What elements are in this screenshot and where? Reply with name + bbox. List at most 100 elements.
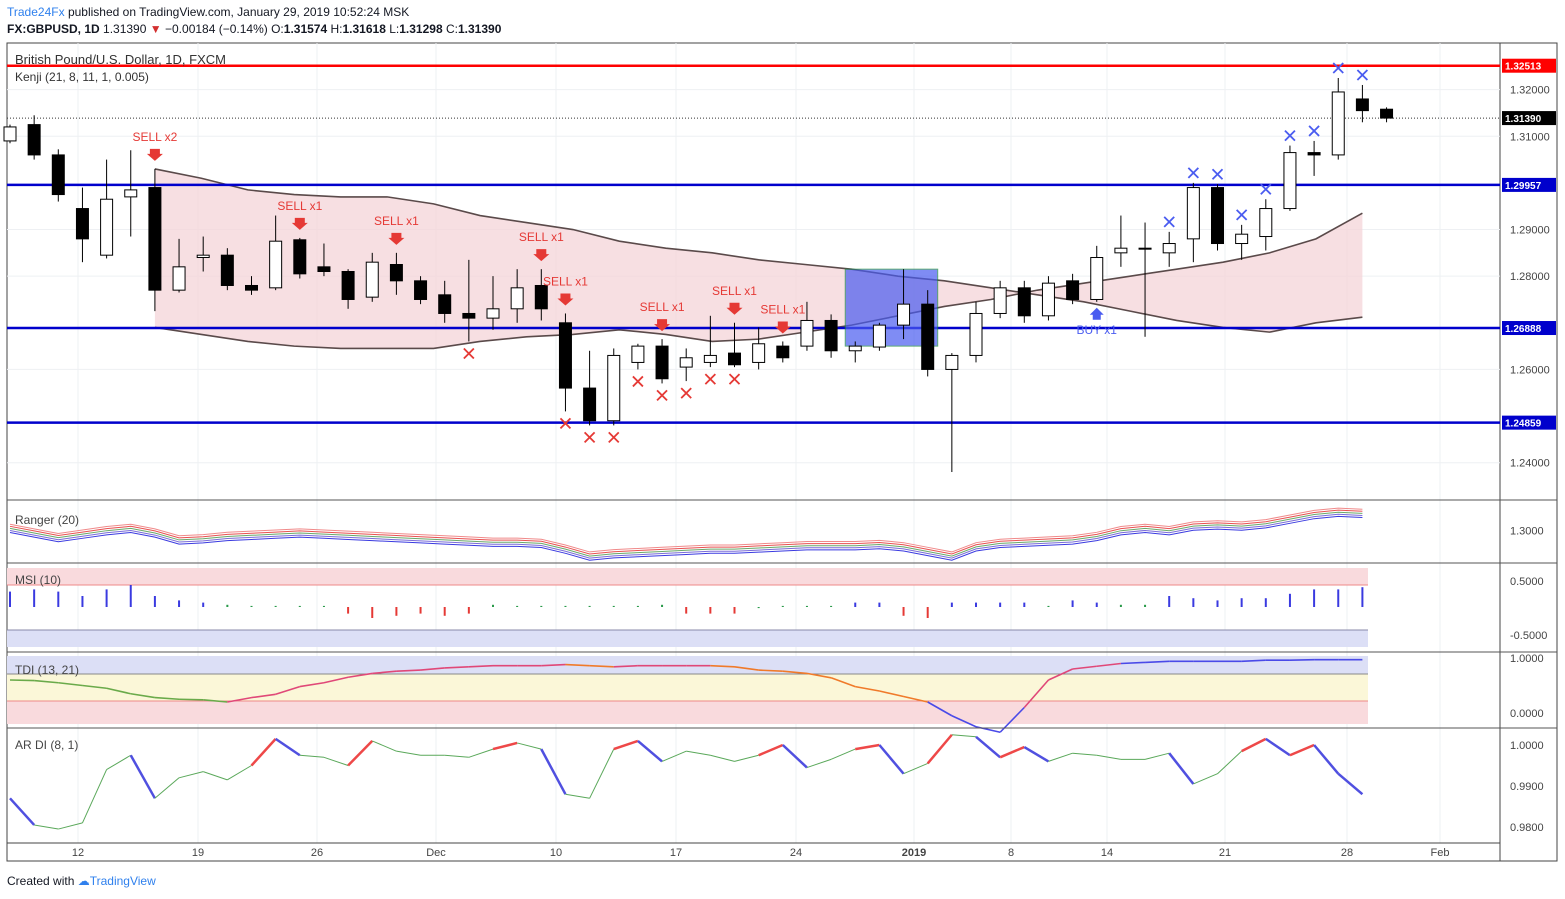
x-marker-stroke (1308, 125, 1320, 137)
ardi-line-segment (1313, 744, 1340, 775)
tdi-line-segment (879, 690, 904, 698)
candle-body (945, 354, 959, 370)
kenji-legend: Kenji (21, 8, 11, 1, 0.005) (15, 70, 149, 84)
close-label: C: (445, 22, 458, 36)
ardi-line-segment (34, 824, 59, 830)
sell-arrow-icon (533, 249, 550, 262)
x-marker-stroke (1284, 129, 1296, 142)
ardi-line-segment (58, 822, 83, 830)
tradingview-link[interactable]: TradingView (89, 874, 156, 888)
tdi-line-segment (130, 692, 156, 699)
candle-body (921, 303, 935, 370)
ardi-line-segment (517, 742, 542, 750)
candle-body (51, 154, 65, 196)
msi-lower-zone (7, 630, 1368, 647)
chart-frame (6, 42, 1558, 862)
ardi-line-segment (1144, 752, 1170, 760)
tdi-tick-label: 0.0000 (1510, 708, 1544, 720)
candle-body (1138, 247, 1152, 250)
sell-arrow-icon (726, 302, 743, 315)
last-price-tag (1502, 111, 1556, 126)
ardi-line-segment (589, 748, 615, 799)
publisher-name[interactable]: Trade24Fx (7, 5, 65, 19)
candle-body (245, 284, 258, 291)
tdi-line-segment (1120, 661, 1146, 665)
x-marker (463, 347, 475, 360)
tdi-line-segment (710, 664, 735, 668)
ardi-line-segment (1048, 752, 1073, 762)
ardi-line-segment (999, 745, 1025, 759)
ardi-line-segment (9, 797, 36, 826)
level-label: 1.24859 (1505, 419, 1542, 430)
ardi-line-segment (1096, 754, 1121, 760)
ardi-line-segment (878, 744, 905, 775)
candle-body (124, 189, 138, 198)
ardi-line-segment (540, 748, 567, 795)
ardi-line-segment (347, 740, 374, 767)
tdi-line-segment (565, 663, 590, 667)
x-marker-stroke (1260, 183, 1272, 195)
last-price: 1.31390 (103, 22, 147, 36)
tdi-line-segment (903, 695, 928, 703)
ardi-tick-label: 1.0000 (1510, 740, 1544, 752)
tdi-line-segment (758, 669, 783, 672)
tdi-line-segment (203, 699, 228, 703)
candle-body (1114, 247, 1128, 254)
sell-signal-label: SELL x1 (277, 199, 322, 213)
x-marker-stroke (632, 375, 644, 388)
candle-body (317, 266, 331, 272)
candle-body (1211, 187, 1224, 245)
tdi-tick-label: 1.0000 (1510, 653, 1544, 665)
x-marker (1163, 216, 1175, 228)
sell-arrow-icon (388, 232, 405, 245)
tdi-line-segment (1289, 658, 1315, 661)
sell-signal-label: SELL x1 (519, 230, 564, 244)
y-tick-label: 1.31000 (1510, 131, 1550, 143)
ardi-line-segment (565, 793, 590, 799)
ardi-line-segment (975, 735, 1001, 759)
candle-body (341, 271, 355, 300)
x-tick-label: 28 (1341, 847, 1353, 859)
ardi-line-segment (758, 743, 784, 757)
sell-arrow-icon (774, 321, 791, 334)
msi-upper-zone (7, 568, 1368, 585)
candle-body (486, 308, 500, 319)
candle-body (993, 287, 1007, 314)
candle-body (583, 387, 597, 422)
y-tick-label: 1.26000 (1510, 364, 1550, 376)
symbol: FX:GBPUSD, 1D (7, 22, 100, 36)
created-with: Created with (7, 874, 75, 888)
ardi-legend: AR DI (8, 1) (15, 738, 78, 752)
x-marker-stroke (1187, 167, 1199, 179)
x-marker (1211, 168, 1224, 180)
sell-arrow-icon (557, 293, 574, 306)
tdi-line-segment (444, 666, 469, 669)
tdi-line-segment (106, 687, 131, 695)
candle-body (776, 345, 790, 359)
ardi-line-segment (1072, 752, 1097, 756)
x-tick-label: 21 (1219, 847, 1231, 859)
last-price-label: 1.31390 (1505, 114, 1542, 125)
kenji-upper-line (154, 168, 1363, 333)
candle-body (1259, 208, 1273, 238)
ardi-line-segment (227, 765, 252, 781)
candle-body (1186, 187, 1200, 240)
sell-signal-label: SELL x1 (543, 274, 588, 288)
tdi-line-segment (323, 676, 349, 684)
ardi-line-segment (855, 743, 880, 751)
ardi-tick-label: 0.9900 (1510, 781, 1544, 793)
tdi-line-segment (1241, 659, 1266, 663)
ardi-tick-label: 0.9800 (1510, 822, 1544, 834)
tdi-line-segment (82, 684, 107, 690)
candle-body (1090, 257, 1104, 300)
kenji-cloud (154, 168, 1363, 349)
tdi-line-segment (613, 664, 638, 668)
close-value: 1.31390 (457, 22, 502, 36)
tdi-line-segment (396, 669, 421, 672)
x-marker-stroke (1332, 62, 1344, 74)
x-marker-stroke (680, 387, 692, 399)
ranger-band-line (9, 515, 1363, 561)
x-tick-label: 12 (72, 847, 84, 859)
candle-body (1331, 91, 1345, 156)
